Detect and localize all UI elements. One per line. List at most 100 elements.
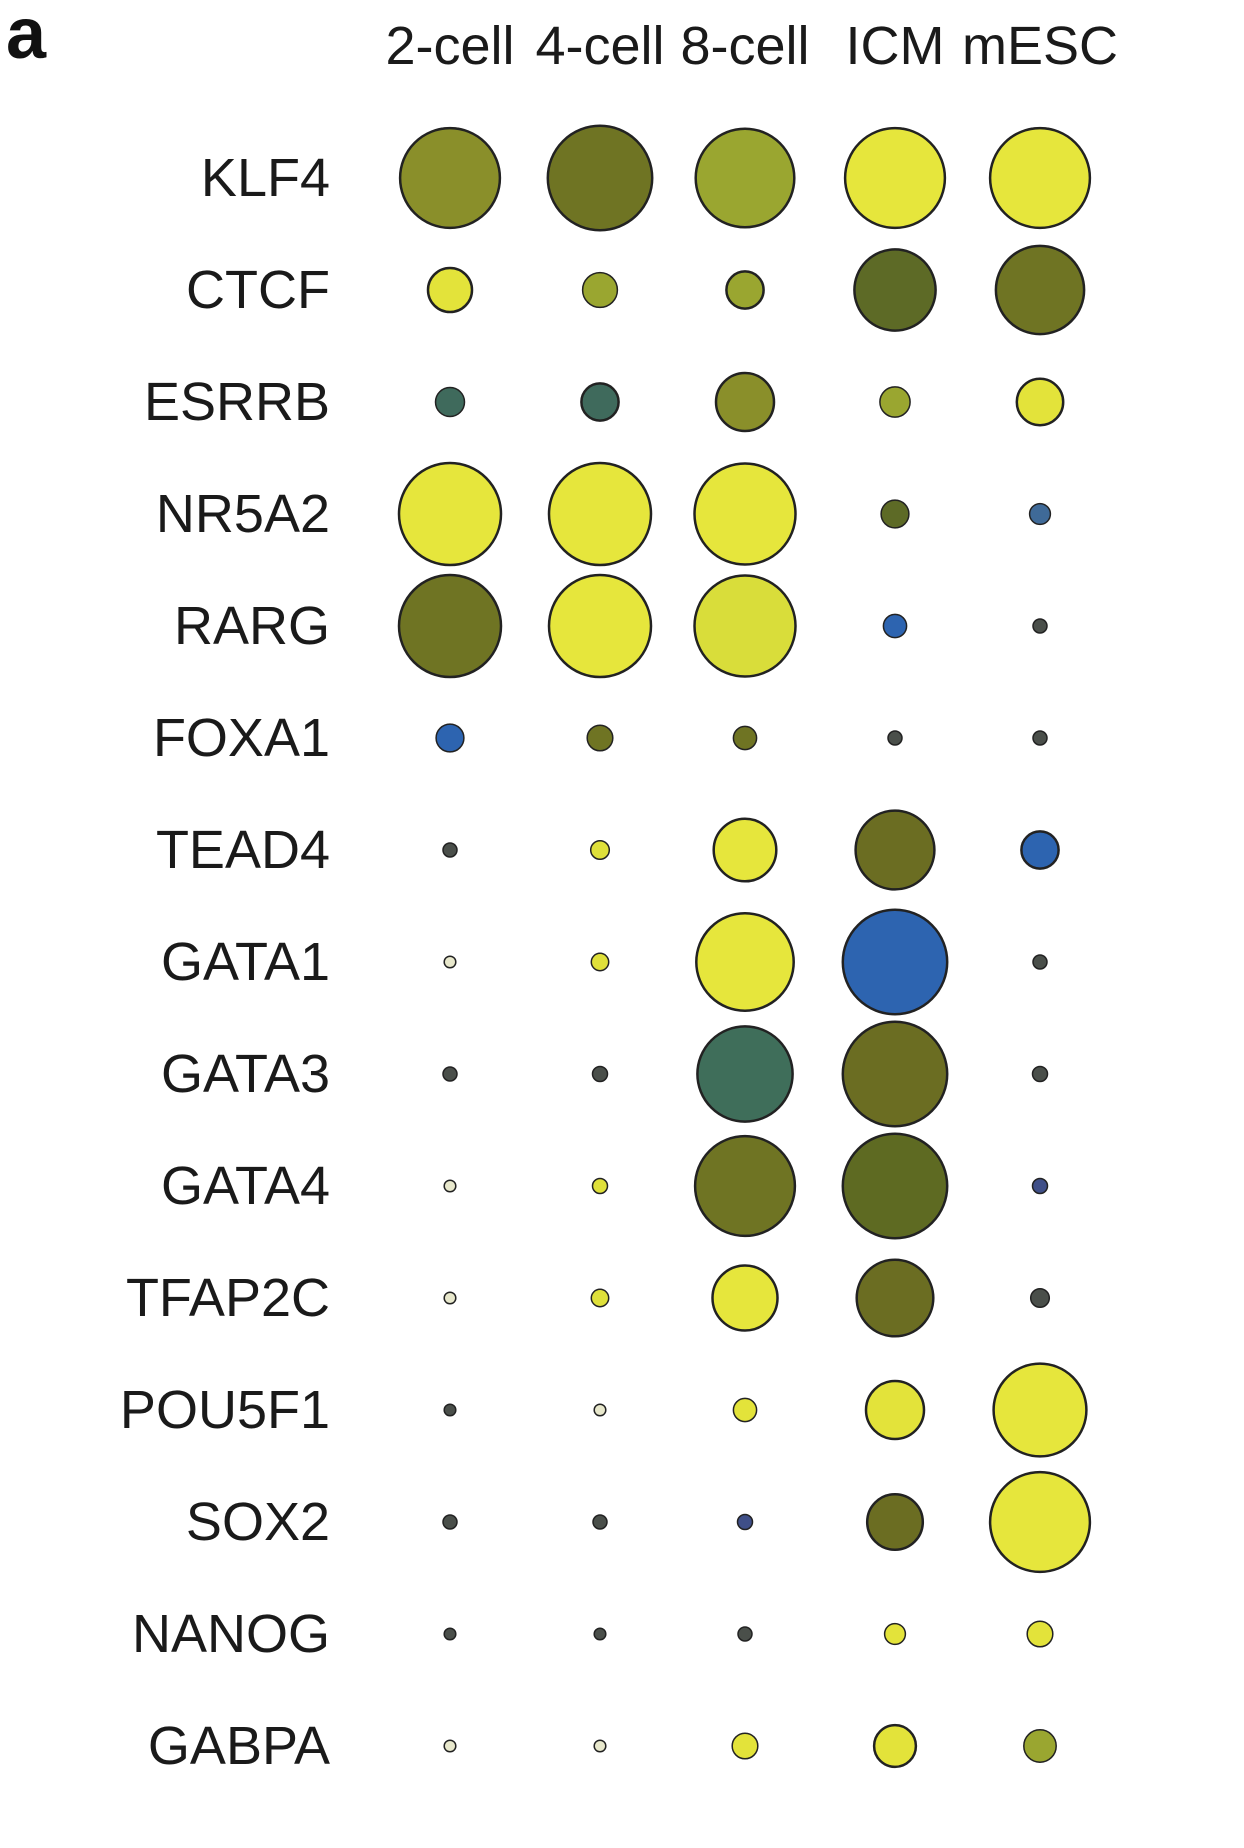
row-label: TEAD4	[156, 820, 330, 880]
dot-esrrb-mesc	[1015, 377, 1065, 427]
dot-rarg-2-cell	[397, 573, 503, 679]
row-label: GABPA	[148, 1716, 330, 1776]
row-label: NANOG	[132, 1604, 330, 1664]
row-label: RARG	[174, 596, 330, 656]
row-labels: KLF4 CTCF ESRRB NR5A2 RARG FOXA1 TEAD4 GATA1 GAT…	[120, 148, 330, 1776]
dot-sox2-4-cell	[592, 1514, 608, 1530]
dot-foxa1-2-cell	[435, 723, 465, 753]
row-label: CTCF	[186, 260, 330, 320]
dot-pou5f1-2-cell	[443, 1403, 457, 1417]
dot-esrrb-8-cell	[714, 371, 776, 433]
dot-gata1-4-cell	[590, 952, 610, 972]
dot-ctcf-4-cell	[581, 271, 619, 309]
dot-rarg-4-cell	[547, 573, 653, 679]
dot-sox2-8-cell	[736, 1513, 754, 1531]
dot-sox2-mesc	[988, 1470, 1092, 1574]
dot-gata3-8-cell	[696, 1025, 794, 1123]
dot-gata3-4-cell	[591, 1065, 609, 1083]
dot-klf4-2-cell	[398, 126, 502, 230]
dot-gata4-mesc	[1031, 1177, 1049, 1195]
dot-tead4-2-cell	[442, 842, 458, 858]
dot-tfap2c-8-cell	[711, 1264, 779, 1332]
row-label: GATA4	[161, 1156, 330, 1216]
row-label: GATA1	[161, 932, 330, 992]
row-label: KLF4	[201, 148, 330, 208]
dot-nanog-mesc	[1026, 1620, 1054, 1648]
column-label: 2-cell	[385, 16, 514, 76]
dot-pou5f1-4-cell	[593, 1403, 607, 1417]
dot-klf4-8-cell	[694, 127, 796, 229]
dot-gata4-2-cell	[443, 1179, 457, 1193]
row-label: NR5A2	[156, 484, 330, 544]
dot-nr5a2-8-cell	[693, 462, 797, 566]
dot-gata3-mesc	[1031, 1065, 1049, 1083]
column-labels: 2-cell 4-cell 8-cell ICM mESC	[385, 16, 1118, 76]
dot-tfap2c-2-cell	[443, 1291, 457, 1305]
dot-gata3-icm	[841, 1020, 949, 1128]
dot-nanog-8-cell	[737, 1626, 753, 1642]
dot-esrrb-icm	[879, 386, 911, 418]
dot-nanog-icm	[883, 1622, 907, 1646]
dots	[397, 124, 1092, 1769]
dot-gata1-8-cell	[695, 912, 795, 1012]
dot-gabpa-mesc	[1023, 1729, 1057, 1763]
dot-sox2-2-cell	[442, 1514, 458, 1530]
row-label: GATA3	[161, 1044, 330, 1104]
dot-nanog-2-cell	[443, 1627, 457, 1641]
row-label: FOXA1	[153, 708, 330, 768]
dot-gabpa-icm	[872, 1723, 918, 1769]
dot-pou5f1-mesc	[992, 1362, 1088, 1458]
dot-nr5a2-mesc	[1028, 502, 1052, 526]
dot-klf4-icm	[843, 126, 947, 230]
dot-tead4-icm	[854, 809, 936, 891]
dot-foxa1-mesc	[1032, 730, 1048, 746]
dot-nanog-4-cell	[593, 1627, 607, 1641]
dot-ctcf-8-cell	[725, 270, 765, 310]
dot-esrrb-2-cell	[434, 386, 466, 418]
dot-pou5f1-icm	[864, 1379, 926, 1441]
dot-gata1-2-cell	[443, 955, 457, 969]
column-label: 4-cell	[535, 16, 664, 76]
dot-sox2-icm	[865, 1492, 925, 1552]
dot-tead4-mesc	[1020, 830, 1060, 870]
dot-nr5a2-4-cell	[547, 461, 653, 567]
dot-gata1-icm	[841, 908, 949, 1016]
dot-rarg-mesc	[1032, 618, 1048, 634]
dot-ctcf-mesc	[994, 244, 1086, 336]
row-label: POU5F1	[120, 1380, 330, 1440]
dot-gabpa-4-cell	[593, 1739, 607, 1753]
dot-tead4-4-cell	[589, 839, 611, 861]
row-label: TFAP2C	[126, 1268, 330, 1328]
dot-tfap2c-icm	[855, 1258, 935, 1338]
panel-label: a	[6, 0, 47, 74]
dot-ctcf-2-cell	[426, 266, 474, 314]
row-label: ESRRB	[144, 372, 330, 432]
dot-gata3-2-cell	[442, 1066, 458, 1082]
dot-rarg-icm	[882, 613, 908, 639]
dot-gata4-icm	[841, 1132, 949, 1240]
row-label: SOX2	[186, 1492, 330, 1552]
dot-gata4-4-cell	[591, 1177, 609, 1195]
dot-rarg-8-cell	[693, 574, 797, 678]
dot-gata1-mesc	[1032, 954, 1048, 970]
dot-tfap2c-4-cell	[590, 1288, 610, 1308]
dot-gata4-8-cell	[693, 1134, 797, 1238]
dot-tead4-8-cell	[712, 817, 778, 883]
dot-foxa1-icm	[887, 730, 903, 746]
dot-nr5a2-2-cell	[397, 461, 503, 567]
dot-foxa1-4-cell	[586, 724, 614, 752]
dot-pou5f1-8-cell	[732, 1397, 758, 1423]
dot-gabpa-8-cell	[731, 1732, 759, 1760]
dot-ctcf-icm	[853, 248, 937, 332]
dot-klf4-mesc	[988, 126, 1092, 230]
dot-gabpa-2-cell	[443, 1739, 457, 1753]
dot-tfap2c-mesc	[1029, 1287, 1051, 1309]
column-label: ICM	[846, 16, 945, 76]
dot-nr5a2-icm	[880, 499, 910, 529]
dot-foxa1-8-cell	[732, 725, 758, 751]
dot-klf4-4-cell	[546, 124, 654, 232]
dot-esrrb-4-cell	[580, 382, 620, 422]
column-label: 8-cell	[680, 16, 809, 76]
